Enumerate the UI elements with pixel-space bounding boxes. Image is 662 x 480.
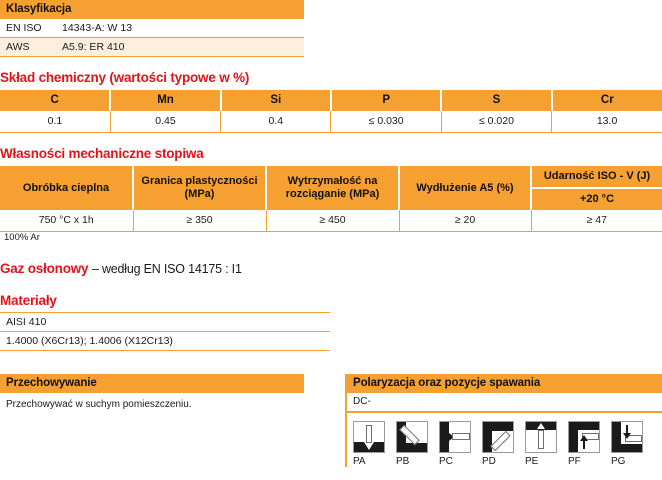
welding-position-label: PA xyxy=(353,456,366,467)
classification-designation: 14343-A: W 13 xyxy=(62,22,133,34)
cell-c: 0.1 xyxy=(0,111,111,133)
cell-yield-strength: ≥ 350 xyxy=(133,210,267,232)
column-header-heat-treatment: Obróbka cieplna xyxy=(0,166,134,210)
cell-p: ≤ 0.030 xyxy=(330,111,442,133)
welding-position-pg: PG xyxy=(611,421,643,467)
table-row: 0.1 0.45 0.4 ≤ 0.030 ≤ 0.020 13.0 xyxy=(0,111,662,133)
welding-position-pf: PF xyxy=(568,421,600,467)
welding-position-label: PE xyxy=(525,456,539,467)
cell-tensile-strength: ≥ 450 xyxy=(266,210,400,232)
column-header-tensile-strength: Wytrzymałość na rozciąganie (MPa) xyxy=(266,166,400,210)
welding-position-pg-icon xyxy=(611,421,643,453)
column-header-s: S xyxy=(441,90,553,111)
impact-energy-title: Udarność ISO - V (J) xyxy=(532,166,662,189)
table-row: AWS A5.9: ER 410 xyxy=(0,38,304,57)
materials-heading: Materiały xyxy=(0,293,57,308)
column-header-si: Si xyxy=(220,90,332,111)
mechanical-properties-table: Obróbka cieplna Granica plastyczności (M… xyxy=(0,166,662,232)
mechanical-properties-heading: Własności mechaniczne stopiwa xyxy=(0,146,204,161)
shielding-gas-standard: – według EN ISO 14175 : I1 xyxy=(91,262,242,276)
shielding-gas-heading: Gaz osłonowy – według EN ISO 14175 : I1 xyxy=(0,261,242,276)
welding-position-pa-icon xyxy=(353,421,385,453)
cell-cr: 13.0 xyxy=(551,111,662,133)
column-header-p: P xyxy=(330,90,443,111)
table-row: EN ISO 14343-A: W 13 xyxy=(0,19,304,38)
welding-position-pf-icon xyxy=(568,421,600,453)
storage-title: Przechowywanie xyxy=(0,374,304,393)
polarity-positions-panel: Polaryzacja oraz pozycje spawania DC- PA… xyxy=(345,374,662,467)
table-header-row: C Mn Si P S Cr xyxy=(0,90,662,111)
welding-position-pb-icon xyxy=(396,421,428,453)
welding-position-pc: PC xyxy=(439,421,471,467)
shielding-gas-label: Gaz osłonowy xyxy=(0,261,89,276)
welding-position-pc-icon xyxy=(439,421,471,453)
classification-standard: AWS xyxy=(6,41,30,53)
cell-impact-energy: ≥ 47 xyxy=(531,210,662,232)
welding-position-label: PF xyxy=(568,456,581,467)
table-row: 750 °C x 1h ≥ 350 ≥ 450 ≥ 20 ≥ 47 xyxy=(0,210,662,232)
cell-mn: 0.45 xyxy=(110,111,222,133)
polarity-title: Polaryzacja oraz pozycje spawania xyxy=(347,374,662,393)
welding-position-label: PG xyxy=(611,456,626,467)
chemical-composition-heading: Skład chemiczny (wartości typowe w %) xyxy=(0,70,250,85)
storage-text: Przechowywać w suchym pomieszczeniu. xyxy=(6,399,192,410)
welding-positions-list: PA PB PC PD xyxy=(347,413,662,467)
classification-standard: EN ISO xyxy=(6,22,42,34)
column-header-cr: Cr xyxy=(551,90,662,111)
welding-position-pa: PA xyxy=(353,421,385,467)
welding-position-pe-icon xyxy=(525,421,557,453)
welding-position-label: PC xyxy=(439,456,453,467)
welding-position-pe: PE xyxy=(525,421,557,467)
welding-position-pb: PB xyxy=(396,421,428,467)
cell-heat-treatment: 750 °C x 1h xyxy=(0,210,134,232)
welding-position-pd-icon xyxy=(482,421,514,453)
classification-block: Klasyfikacja EN ISO 14343-A: W 13 AWS A5… xyxy=(0,0,304,57)
welding-position-pd: PD xyxy=(482,421,514,467)
welding-position-label: PB xyxy=(396,456,410,467)
column-header-elongation: Wydłużenie A5 (%) xyxy=(399,166,532,210)
table-header-row: Obróbka cieplna Granica plastyczności (M… xyxy=(0,166,662,210)
cell-si: 0.4 xyxy=(220,111,332,133)
classification-designation: A5.9: ER 410 xyxy=(62,41,125,53)
column-header-mn: Mn xyxy=(110,90,222,111)
cell-elongation: ≥ 20 xyxy=(399,210,532,232)
column-header-c: C xyxy=(0,90,112,111)
polarity-value: DC- xyxy=(347,393,662,413)
materials-row: 1.4000 (X6Cr13); 1.4006 (X12Cr13) xyxy=(0,332,330,351)
materials-row: AISI 410 xyxy=(0,312,330,332)
column-header-impact-energy: Udarność ISO - V (J) +20 °C xyxy=(531,166,662,210)
shielding-gas-note: 100% Ar xyxy=(4,232,40,243)
storage-panel: Przechowywanie Przechowywać w suchym pom… xyxy=(0,374,304,410)
cell-s: ≤ 0.020 xyxy=(441,111,553,133)
classification-title: Klasyfikacja xyxy=(0,0,304,19)
impact-energy-temperature: +20 °C xyxy=(579,193,615,205)
column-header-yield-strength: Granica plastyczności (MPa) xyxy=(133,166,267,210)
welding-position-label: PD xyxy=(482,456,496,467)
materials-table: AISI 410 1.4000 (X6Cr13); 1.4006 (X12Cr1… xyxy=(0,312,330,351)
chemical-composition-table: C Mn Si P S Cr 0.1 0.45 0.4 ≤ 0.030 ≤ 0.… xyxy=(0,90,662,133)
